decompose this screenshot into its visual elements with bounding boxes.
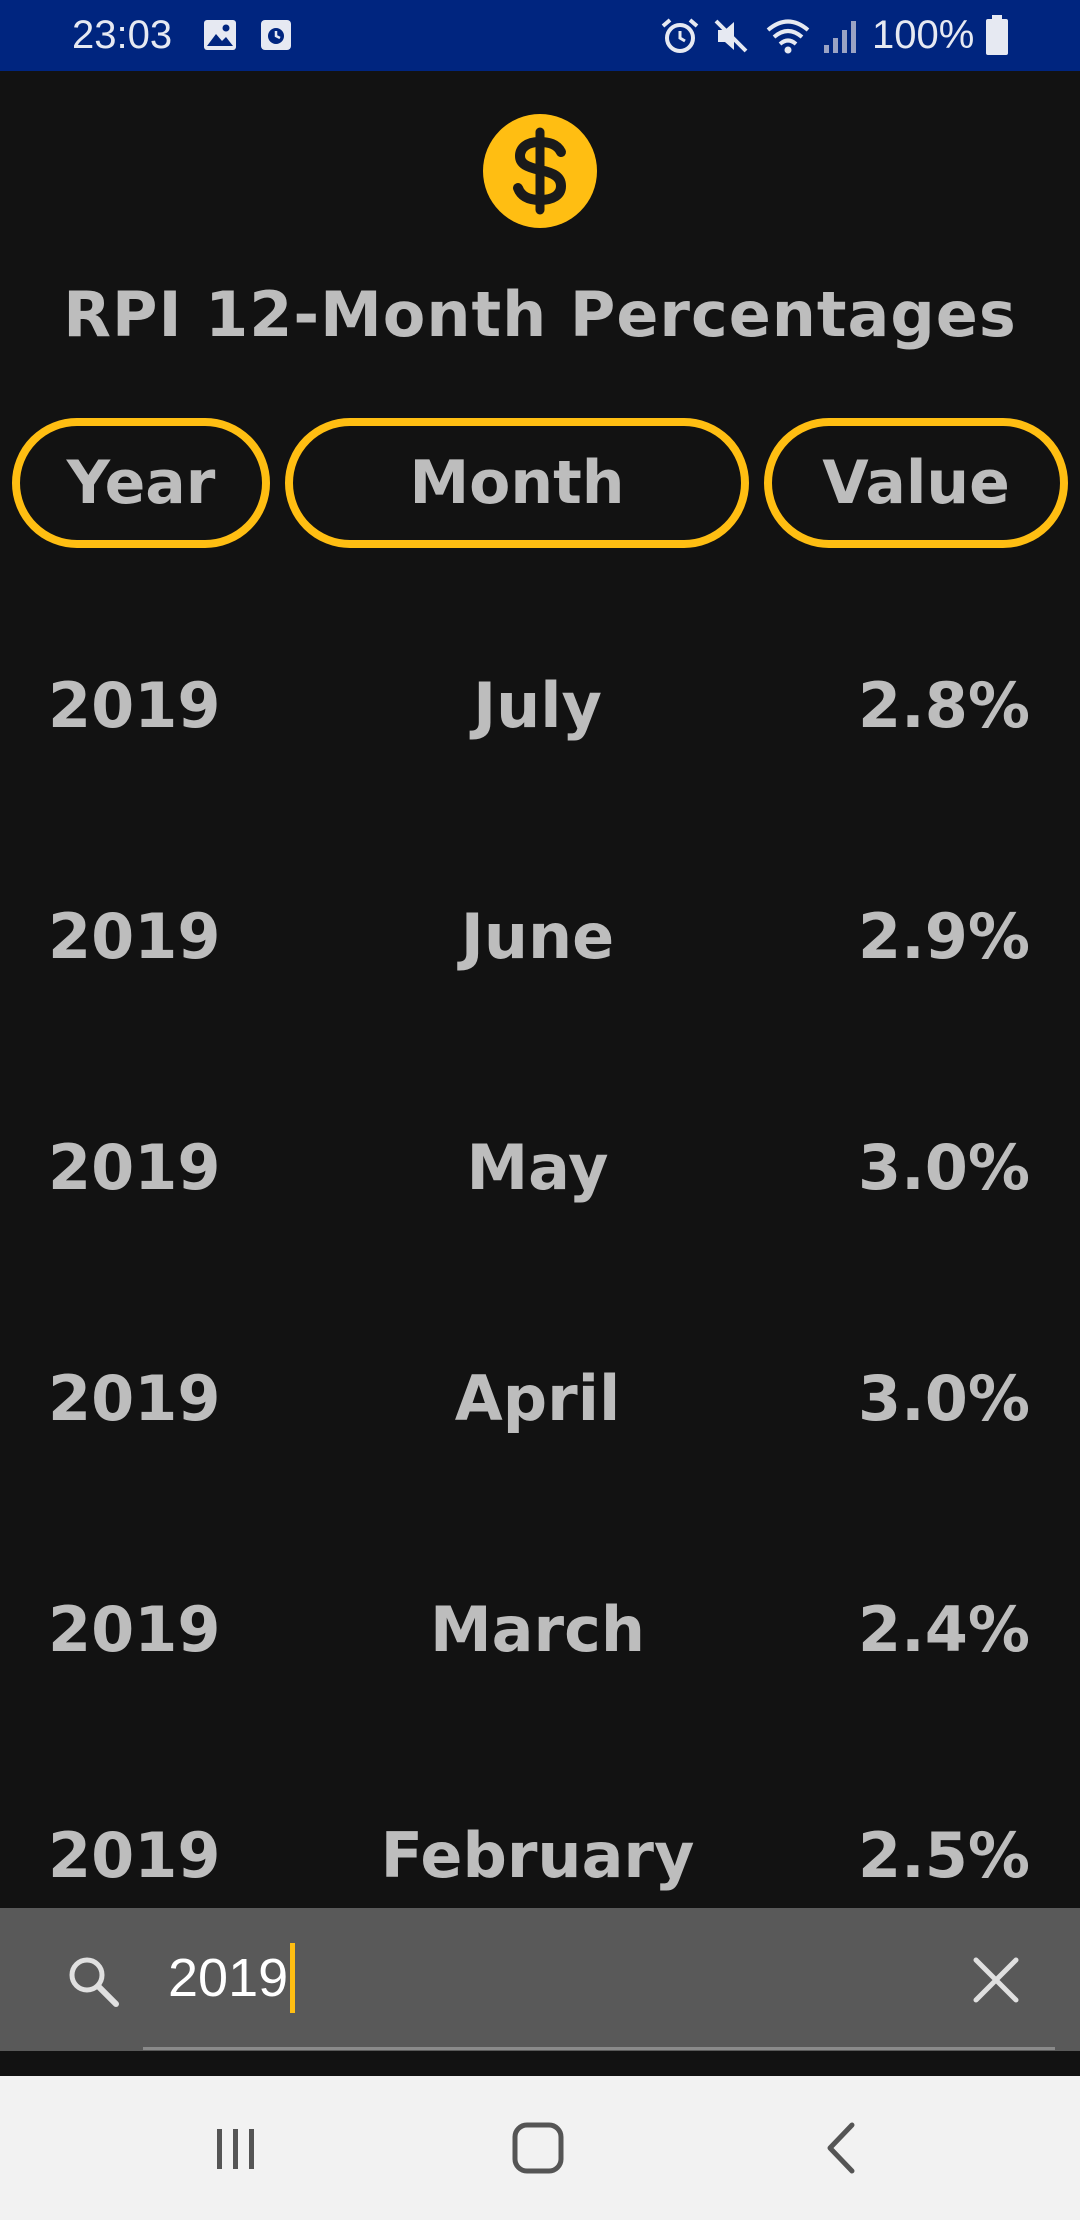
- row-year: 2019: [48, 1819, 221, 1892]
- row-value: 2.5%: [858, 1819, 1030, 1892]
- value-column-header[interactable]: Value: [764, 418, 1068, 548]
- mute-icon: [712, 17, 752, 59]
- dollar-icon: [483, 114, 597, 228]
- row-month: April: [454, 1362, 621, 1435]
- text-cursor: [290, 1942, 296, 2013]
- row-value: 2.9%: [858, 900, 1030, 973]
- row-month: February: [380, 1819, 695, 1892]
- wifi-icon: [764, 17, 812, 59]
- recent-apps-icon[interactable]: [156, 2076, 316, 2220]
- row-year: 2019: [48, 669, 221, 742]
- list-item[interactable]: 2019 June 2.9%: [0, 821, 1080, 1052]
- row-year: 2019: [48, 1362, 221, 1435]
- search-input[interactable]: 2019: [168, 1942, 296, 2013]
- month-column-header[interactable]: Month: [285, 418, 749, 548]
- row-value: 2.4%: [858, 1593, 1030, 1666]
- row-value: 3.0%: [858, 1131, 1030, 1204]
- close-icon[interactable]: [964, 1948, 1028, 2012]
- search-icon[interactable]: [66, 1954, 120, 2008]
- year-column-header[interactable]: Year: [12, 418, 270, 548]
- list-item[interactable]: 2019 March 2.4%: [0, 1514, 1080, 1745]
- row-month: May: [466, 1131, 609, 1204]
- navigation-bar: [0, 2076, 1080, 2220]
- row-month: July: [473, 669, 602, 742]
- divider: [0, 2051, 1080, 2076]
- back-icon[interactable]: [762, 2076, 922, 2220]
- signal-icon: [820, 17, 860, 59]
- battery-percentage: 100%: [872, 13, 975, 57]
- search-input-value: 2019: [168, 1948, 289, 2008]
- calendar-icon: [258, 17, 294, 57]
- battery-icon: [984, 14, 1010, 60]
- status-bar: 23:03 100%: [0, 0, 1080, 71]
- row-value: 3.0%: [858, 1362, 1030, 1435]
- row-year: 2019: [48, 1131, 221, 1204]
- search-bar: 2019: [0, 1908, 1080, 2051]
- alarm-icon: [660, 17, 700, 59]
- list-item[interactable]: 2019 July 2.8%: [0, 590, 1080, 821]
- list-item[interactable]: 2019 April 3.0%: [0, 1283, 1080, 1514]
- row-month: March: [429, 1593, 645, 1666]
- list-item[interactable]: 2019 February 2.5%: [0, 1740, 1080, 1910]
- page-title: RPI 12-Month Percentages: [63, 278, 1017, 351]
- image-icon: [202, 17, 238, 57]
- row-month: June: [460, 900, 615, 973]
- rpi-list[interactable]: 2019 July 2.8% 2019 June 2.9% 2019 May 3…: [0, 590, 1080, 1910]
- row-value: 2.8%: [858, 669, 1030, 742]
- row-year: 2019: [48, 1593, 221, 1666]
- row-year: 2019: [48, 900, 221, 973]
- home-icon[interactable]: [458, 2076, 618, 2220]
- search-underline: [143, 2047, 1055, 2050]
- status-time: 23:03: [72, 13, 173, 57]
- list-item[interactable]: 2019 May 3.0%: [0, 1052, 1080, 1283]
